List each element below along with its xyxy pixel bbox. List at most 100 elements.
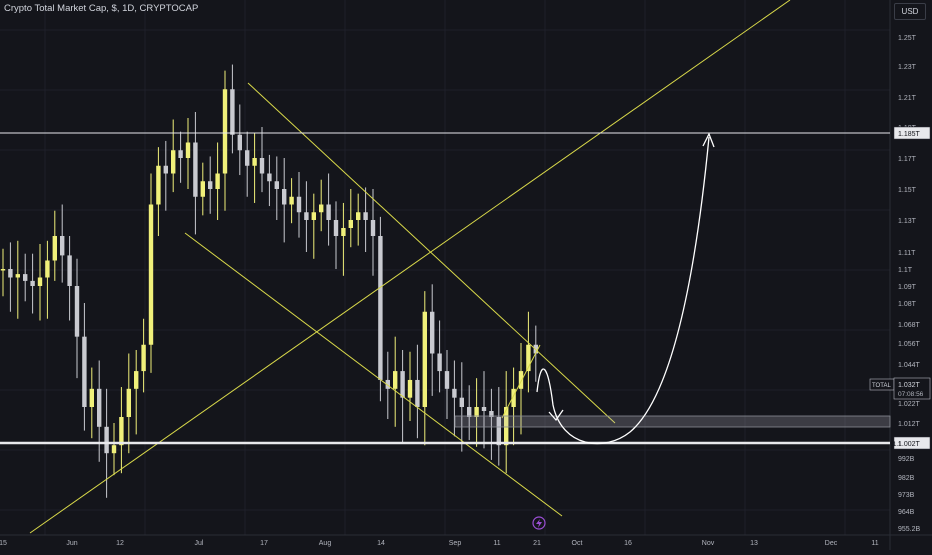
candle-body [52,236,57,261]
candle-body [97,388,102,427]
y-tick-label: 992B [898,456,915,463]
candle-body [459,397,464,407]
candle-body [259,158,265,174]
x-tick-label: 11 [871,540,878,547]
candle-body [208,181,213,189]
candle-body [148,204,154,345]
candle-body [267,173,272,182]
trendline-ascending [29,0,791,534]
y-tick-label: 964B [898,509,915,516]
trendline-short-rise [501,344,541,419]
x-tick-label: Jun [66,540,77,547]
x-tick-label: Jul [195,540,204,547]
candle-body [400,371,405,398]
y-tick-label: 1.23T [898,64,917,71]
candle-body [430,311,435,354]
candle-body [89,388,94,407]
candle-body [60,236,65,256]
projection-arrowhead-up [702,132,715,148]
candle-body [474,407,479,417]
y-tick-label: 1.15T [898,187,917,194]
candle-body [237,134,242,151]
x-tick-label: 13 [750,540,758,547]
candle-body [511,388,516,407]
x-tick-label: 21 [533,540,541,547]
candle-body [341,228,346,236]
candle-body [30,280,35,286]
y-tick-label: 1.25T [898,35,917,42]
candle-body [185,142,191,158]
x-tick-label: 15 [0,540,7,547]
candle-body [156,165,161,205]
candle-body [504,407,509,446]
currency-button[interactable]: USD [894,3,926,20]
y-tick-label: 1.08T [898,301,917,308]
candle-body [222,89,228,174]
candle-body [104,426,109,454]
candle-body [0,269,6,271]
y-tick-label: 1.1T [898,267,913,274]
x-tick-label: Oct [572,540,583,547]
candle-body [526,344,531,372]
x-tick-label: Aug [319,540,332,547]
y-tick-label: 1.09T [898,284,917,291]
y-tick-label: 1.012T [898,421,921,428]
y-tick-label: 1.17T [898,156,917,163]
candle-body [452,388,457,398]
projection-curve [536,136,710,445]
support-price-label-bg [893,436,931,450]
demand-zone [454,415,891,428]
candle-body [415,379,420,407]
candle-body [15,274,20,278]
y-tick-label: 1.056T [898,341,921,348]
last-price-bg [893,377,931,400]
lightning-icon-ring [532,516,546,530]
y-tick-label: 973B [898,492,915,499]
candle-body [326,204,331,220]
candle-body [8,269,13,278]
candle-body [356,212,361,220]
candle-body [296,196,302,213]
candle-body [119,417,124,446]
candle-body [200,181,205,197]
candle-body [311,212,316,220]
candle-body [82,336,87,407]
y-tick-label: 1.13T [898,218,917,225]
candle-body [37,277,43,286]
candle-body [289,196,294,205]
candle-body [437,353,442,372]
lightning-icon [532,516,546,530]
candle-body [348,220,353,228]
candle-body [45,260,50,278]
countdown-label: 07:08:56 [898,391,924,398]
candle-body [163,165,168,174]
projection-arrowhead-down [548,409,564,422]
x-tick-label: 14 [377,540,385,547]
candle-body [363,212,368,220]
x-tick-label: 11 [493,540,500,547]
candle-body [274,181,279,189]
candle-body [378,236,383,380]
candle-body [67,255,72,286]
candle-body [481,407,487,411]
candle-body [385,379,390,389]
trendline-upper-descending [247,82,616,424]
candle-body [111,445,117,454]
candle-body [422,311,427,407]
candle-body [252,158,257,166]
x-tick-label: 17 [260,540,268,547]
last-price-label: 1.032T [898,382,921,389]
candle-body [215,173,220,189]
candle-body [393,371,398,389]
candle-body [444,371,450,389]
candle-body [134,371,139,389]
candle-body [23,274,28,281]
x-tick-label: Nov [702,540,715,547]
candle-body [370,220,376,236]
y-tick-label: 1.11T [898,250,916,257]
candle-body [178,150,183,158]
x-tick-label: Sep [449,540,462,547]
candle-body [126,388,131,417]
